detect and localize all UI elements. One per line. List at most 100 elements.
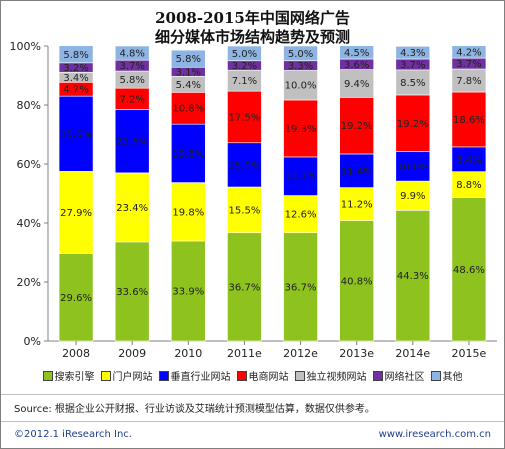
x-tick-label: 2013e	[339, 347, 374, 360]
data-label: 4.7%	[63, 85, 88, 96]
data-label: 44.3%	[397, 271, 429, 282]
data-label: 5.0%	[288, 49, 313, 60]
data-label: 15.0%	[229, 160, 261, 171]
y-tick-label: 100%	[10, 40, 41, 53]
legend-item: 垂直行业网站	[158, 368, 231, 383]
data-label: 3.7%	[119, 61, 144, 72]
legend-swatch	[100, 370, 111, 381]
bar-segment	[339, 45, 374, 60]
legend-label: 垂直行业网站	[170, 372, 231, 383]
data-label: 23.4%	[116, 203, 148, 214]
bar-segment	[227, 45, 262, 62]
data-label: 11.2%	[341, 200, 373, 211]
legend-item: 网络社区	[372, 368, 425, 383]
data-label: 19.2%	[341, 121, 373, 132]
data-label: 3.7%	[400, 60, 425, 71]
legend-item: 搜索引擎	[42, 368, 95, 383]
data-label: 11.4%	[341, 166, 373, 177]
y-tick-label: 20%	[17, 276, 41, 289]
legend-swatch	[372, 370, 383, 381]
data-label: 10.8%	[172, 104, 204, 115]
legend-swatch	[42, 370, 53, 381]
x-tick-label: 2010	[174, 347, 202, 360]
legend-swatch	[430, 370, 441, 381]
bar-segment	[451, 45, 487, 59]
legend-label: 门户网站	[112, 372, 153, 383]
data-label: 19.8%	[172, 149, 204, 160]
legend-swatch	[158, 370, 169, 381]
stacked-bar-chart: 0% 20% 40% 60% 80% 100% 29.6% 27.9% 25.5% 4.7%3.4…	[10, 40, 497, 360]
bar-segment	[395, 151, 431, 182]
legend-item: 独立视频网站	[294, 368, 367, 383]
bar-segment	[283, 70, 318, 101]
data-label: 3.4%	[63, 73, 88, 84]
bar-segment	[283, 195, 318, 234]
chart-subtitle: 细分媒体市场结构趋势及预测	[154, 28, 350, 46]
legend-label: 独立视频网站	[306, 372, 367, 383]
bar-segment	[171, 92, 206, 125]
data-label: 18.6%	[453, 115, 485, 126]
bar-segment	[283, 156, 318, 196]
bar-segment	[227, 186, 262, 234]
bar-segment	[58, 171, 94, 254]
legend-item: 其他	[430, 368, 463, 383]
bar-segment	[171, 182, 206, 242]
bar-segment	[171, 49, 206, 68]
bar-segment	[171, 240, 206, 342]
chart-title: 2008-2015年中国网络广告	[155, 9, 350, 27]
x-tick-label: 2014e	[395, 347, 430, 360]
copyright-text: ©2012.1 iResearch Inc.	[14, 429, 132, 440]
data-label: 8.8%	[456, 180, 481, 191]
data-label: 40.8%	[341, 276, 373, 287]
data-label: 15.5%	[229, 205, 261, 216]
bar-segment	[395, 94, 431, 152]
data-label: 10.0%	[285, 81, 317, 92]
chart-legend: 搜索引擎 门户网站 垂直行业网站 电商网站 独立视频网站 网络社区 其他	[0, 368, 505, 383]
bar-segment	[114, 172, 150, 243]
data-label: 4.8%	[119, 49, 144, 60]
data-label: 9.4%	[344, 79, 369, 90]
divider-bottom	[1, 421, 504, 422]
y-tick-label: 0%	[24, 335, 41, 348]
data-label: 3.6%	[344, 60, 369, 71]
data-label: 33.6%	[116, 287, 148, 298]
data-label: 3.2%	[232, 61, 257, 72]
data-label: 29.6%	[60, 293, 92, 304]
bar-segment	[339, 187, 374, 221]
bar-segment	[339, 153, 374, 188]
bar-segment	[114, 45, 150, 61]
data-label: 10.0%	[397, 162, 429, 173]
bar-segment	[451, 197, 487, 342]
y-tick-label: 80%	[17, 99, 41, 112]
x-tick-label: 2008	[62, 347, 90, 360]
data-label: 5.8%	[119, 75, 144, 86]
data-label: 9.9%	[400, 191, 425, 202]
data-label: 19.3%	[285, 124, 317, 135]
y-tick-label: 40%	[17, 217, 41, 230]
legend-label: 搜索引擎	[54, 372, 95, 383]
data-label: 7.2%	[119, 94, 144, 105]
x-tick-label: 2009	[118, 347, 146, 360]
data-label: 3.1%	[176, 67, 201, 78]
data-label: 5.0%	[232, 49, 257, 60]
legend-swatch	[294, 370, 305, 381]
y-tick-label: 60%	[17, 158, 41, 171]
legend-item: 电商网站	[236, 368, 289, 383]
bar-segment	[395, 180, 431, 211]
data-label: 4.2%	[456, 47, 481, 58]
data-label: 7.8%	[456, 76, 481, 87]
data-label: 5.8%	[63, 50, 88, 61]
x-tick-label: 2015e	[452, 347, 487, 360]
data-label: 5.4%	[176, 80, 201, 91]
bar-segment	[283, 45, 318, 62]
website-link[interactable]: www.iresearch.com.cn	[378, 429, 491, 440]
data-label: 7.1%	[232, 76, 257, 87]
divider-top	[1, 394, 504, 395]
data-label: 3.3%	[288, 61, 313, 72]
data-label: 36.7%	[285, 282, 317, 293]
bar-segment	[395, 69, 431, 96]
data-label: 48.6%	[453, 265, 485, 276]
data-label: 3.7%	[456, 59, 481, 70]
data-label: 5.8%	[176, 54, 201, 65]
data-label: 19.8%	[172, 207, 204, 218]
